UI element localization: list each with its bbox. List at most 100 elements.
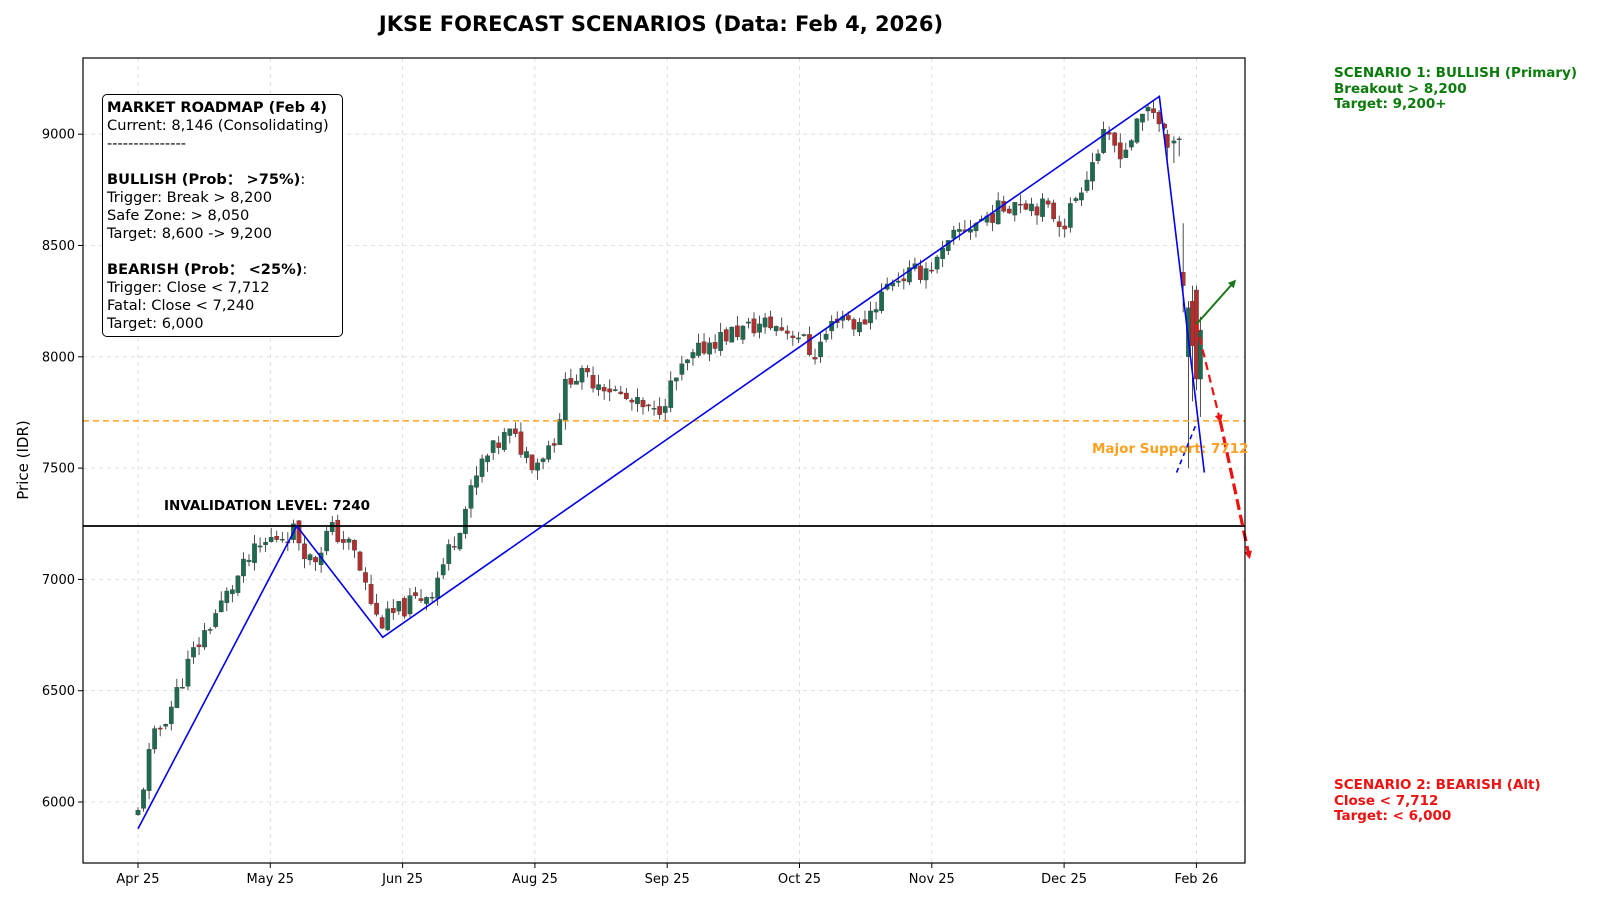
candle — [568, 368, 574, 389]
candle — [690, 348, 696, 366]
candle — [457, 532, 463, 552]
candle-body — [163, 723, 169, 727]
candle-body — [468, 485, 474, 509]
candle — [818, 332, 823, 363]
candle-body — [390, 608, 396, 613]
candle — [895, 272, 901, 287]
candle-body — [485, 455, 490, 463]
candle-body — [379, 617, 385, 629]
candle-body — [773, 326, 779, 332]
candle — [1045, 197, 1051, 208]
candle — [829, 315, 835, 340]
candle-body — [640, 400, 646, 408]
candle-body — [490, 440, 496, 453]
candle — [1171, 136, 1177, 164]
x-tick-label: Apr 25 — [116, 872, 159, 887]
candle-body — [1117, 142, 1123, 160]
candle — [1112, 131, 1118, 153]
candle-body — [934, 256, 940, 270]
candle-body — [185, 658, 191, 687]
candle — [479, 454, 485, 483]
candle — [196, 637, 202, 656]
candle — [485, 453, 490, 472]
candle — [784, 325, 790, 340]
candle — [868, 301, 873, 330]
y-tick-label: 6500 — [42, 684, 75, 699]
candle-body — [651, 408, 657, 410]
candle-body — [1056, 221, 1062, 227]
candle — [746, 317, 751, 329]
candle-body — [812, 357, 818, 360]
candle-body — [1034, 206, 1040, 216]
candle-body — [557, 419, 563, 446]
candle-body — [718, 332, 724, 351]
candle — [451, 536, 457, 551]
candle — [618, 385, 624, 395]
candle — [418, 589, 424, 603]
candle — [723, 327, 729, 345]
candle — [751, 312, 757, 337]
candle — [363, 567, 368, 591]
bearish-path-arrow-1 — [1195, 324, 1223, 423]
scenario-bullish-target: Target: 9,200+ — [1334, 96, 1447, 112]
scenario-bearish-note: SCENARIO 2: BEARISH (Alt) Close < 7,712 … — [1334, 777, 1541, 825]
candle-body — [1006, 208, 1012, 214]
scenario-bearish-title: SCENARIO 2: BEARISH (Alt) — [1334, 777, 1541, 793]
candle-body — [263, 542, 268, 545]
zigzag-overlay — [137, 94, 1206, 830]
candle-body — [907, 267, 912, 283]
x-tick-label: Oct 25 — [778, 872, 821, 887]
candle-body — [1145, 106, 1151, 112]
candle — [718, 322, 724, 356]
candle — [168, 700, 174, 731]
candle-body — [751, 318, 757, 334]
candle-body — [862, 319, 868, 325]
candle-body — [435, 577, 441, 599]
candle — [879, 283, 884, 314]
candle — [1067, 197, 1073, 233]
candle — [707, 337, 712, 362]
candle-body — [329, 522, 335, 533]
candle-body — [707, 342, 712, 355]
candle — [224, 587, 230, 612]
candle — [629, 397, 635, 411]
candle-body — [418, 598, 424, 601]
candle — [279, 531, 285, 543]
candle — [402, 596, 407, 619]
candle-body — [402, 598, 407, 617]
candle — [984, 211, 990, 226]
candle — [662, 398, 668, 422]
candle-body — [174, 687, 180, 708]
candle-body — [374, 602, 379, 615]
candle-body — [618, 391, 624, 395]
axis-ticks: 6000 6500 7000 7500 8000 8500 9000 Apr 25 May 25… — [42, 128, 1218, 887]
candle — [956, 222, 962, 241]
candle-body — [668, 380, 674, 408]
candlesticks — [135, 99, 1203, 816]
grid-lines — [83, 58, 1245, 863]
candle — [1012, 202, 1018, 222]
candle-body — [624, 392, 629, 400]
candle — [390, 599, 396, 620]
candle-body — [796, 337, 801, 340]
candle-body — [1073, 198, 1079, 201]
candle-body — [235, 575, 241, 593]
candle-body — [463, 508, 468, 534]
candle-body — [535, 462, 540, 471]
candle — [207, 627, 213, 635]
candle — [1198, 316, 1203, 417]
candle — [540, 457, 546, 470]
candle — [701, 333, 707, 356]
candle-body — [274, 536, 280, 540]
candle — [218, 591, 224, 613]
candle — [657, 397, 662, 420]
candle-body — [546, 445, 552, 460]
candle-body — [451, 546, 457, 548]
candle-body — [723, 329, 729, 342]
candle-body — [257, 545, 263, 548]
candle-body — [363, 572, 368, 583]
candle — [712, 334, 718, 354]
candle-body — [1067, 203, 1073, 228]
y-tick-label: 9000 — [42, 128, 75, 143]
candle-body — [279, 538, 285, 541]
